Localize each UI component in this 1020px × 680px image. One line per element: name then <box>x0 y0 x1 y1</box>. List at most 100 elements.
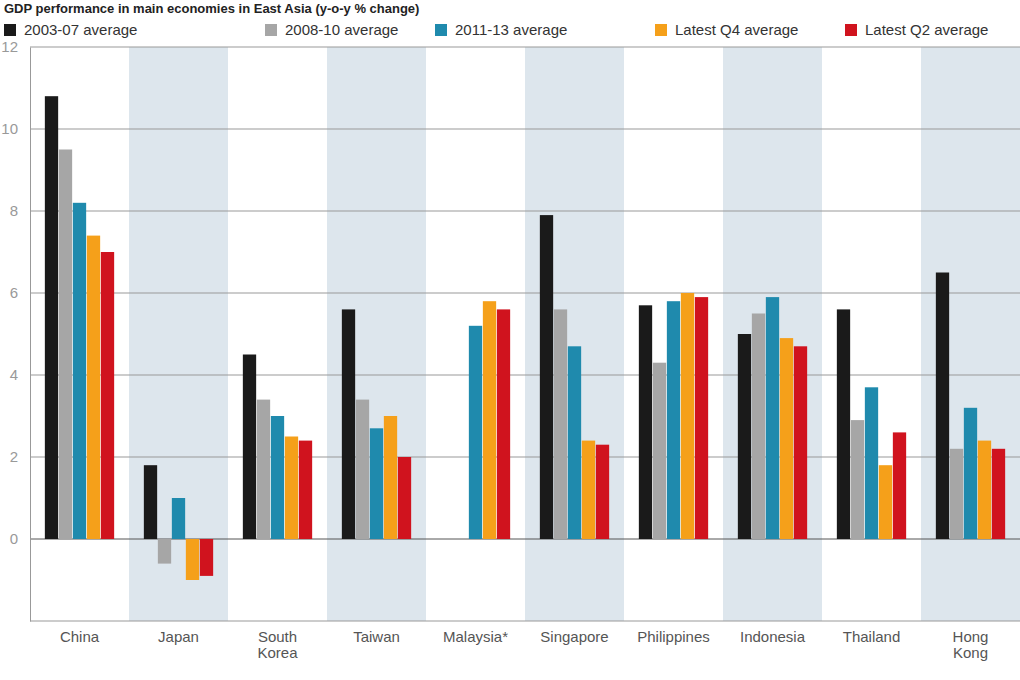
x-tick: China <box>60 621 100 645</box>
bar <box>200 539 213 576</box>
x-axis: China Japan SouthKorea Taiwan Malaysia* Singa… <box>31 621 1020 661</box>
frame-line <box>30 621 1020 622</box>
bar <box>144 465 157 539</box>
x-tick: HongKong <box>953 621 989 661</box>
band-shade <box>921 47 1020 621</box>
bar <box>582 441 595 539</box>
x-tick-label: Japan <box>158 628 199 645</box>
bar <box>73 203 86 539</box>
legend-label: 2003-07 average <box>24 21 137 38</box>
x-tick: Malaysia* <box>443 621 508 645</box>
y-tick: 0 <box>10 530 30 547</box>
y-tick-label: 6 <box>10 284 18 301</box>
bar <box>186 539 199 580</box>
band-shade <box>327 47 426 621</box>
band-shade <box>723 47 822 621</box>
band-shade <box>129 47 228 621</box>
bar <box>681 293 694 539</box>
bar <box>964 408 977 539</box>
bar <box>540 215 553 539</box>
y-axis-line <box>30 48 31 622</box>
plot: 024681012ChinaJapanSouthKoreaTaiwanMalay… <box>1 38 1020 661</box>
grid <box>30 47 1020 539</box>
band-shade <box>525 47 624 621</box>
y-tick: 4 <box>10 366 30 383</box>
bar <box>865 387 878 539</box>
x-tick: Singapore <box>540 621 608 645</box>
y-tick-label: 12 <box>1 38 18 55</box>
bar <box>243 355 256 540</box>
bar <box>766 297 779 539</box>
title: GDP performance in main economies in Eas… <box>4 1 419 16</box>
x-tick-label: Indonesia <box>740 628 806 645</box>
legend-label: Latest Q4 average <box>675 21 798 38</box>
bar <box>158 539 171 564</box>
bar <box>172 498 185 539</box>
bar <box>596 445 609 539</box>
bar <box>342 309 355 539</box>
bar <box>398 457 411 539</box>
legend-label: 2011-13 average <box>455 21 567 38</box>
y-tick: 6 <box>10 284 30 301</box>
legend-swatch <box>435 24 447 36</box>
legend-item: Latest Q2 average <box>845 21 988 38</box>
chart: GDP performance in main economies in Eas… <box>0 0 1020 680</box>
x-tick: Thailand <box>843 621 901 645</box>
bar <box>384 416 397 539</box>
grid-line <box>30 211 1020 212</box>
x-tick-label: Singapore <box>540 628 608 645</box>
bar <box>299 441 312 539</box>
legend: 2003-07 average 2008-10 average 2011-13 av… <box>4 21 988 38</box>
bar <box>667 301 680 539</box>
legend-swatch <box>655 24 667 36</box>
bar <box>87 236 100 539</box>
y-tick-label: 0 <box>10 530 18 547</box>
legend-item: Latest Q4 average <box>655 21 798 38</box>
legend-label: Latest Q2 average <box>865 21 988 38</box>
y-tick-label: 2 <box>10 448 18 465</box>
y-tick: 2 <box>10 448 30 465</box>
bar <box>356 400 369 539</box>
legend-swatch <box>845 24 857 36</box>
bar <box>45 96 58 539</box>
y-axis: 024681012 <box>1 38 30 621</box>
x-tick-label: Thailand <box>843 628 901 645</box>
bar <box>271 416 284 539</box>
bar <box>978 441 991 539</box>
bar <box>469 326 482 539</box>
legend-label: 2008-10 average <box>285 21 398 38</box>
x-tick: Japan <box>158 621 199 645</box>
bar <box>936 273 949 540</box>
bar <box>639 305 652 539</box>
bars <box>45 96 1005 580</box>
grid-line <box>30 375 1020 376</box>
bar <box>101 252 114 539</box>
bar <box>950 449 963 539</box>
x-tick: SouthKorea <box>257 621 298 661</box>
x-tick-label: Malaysia* <box>443 628 508 645</box>
grid-line <box>30 293 1020 294</box>
bar <box>370 428 383 539</box>
bar <box>554 309 567 539</box>
y-tick: 12 <box>1 38 30 55</box>
x-tick-label: Taiwan <box>353 628 400 645</box>
legend-swatch <box>4 24 16 36</box>
bar <box>285 437 298 540</box>
bar <box>780 338 793 539</box>
bar <box>794 346 807 539</box>
bar <box>738 334 751 539</box>
x-tick-label: HongKong <box>953 628 989 662</box>
x-tick: Taiwan <box>353 621 400 645</box>
x-tick: Philippines <box>637 621 710 645</box>
x-axis-line <box>31 621 1020 622</box>
bar <box>653 363 666 539</box>
grid-line <box>30 129 1020 130</box>
bar <box>893 432 906 539</box>
bar <box>568 346 581 539</box>
legend-item: 2003-07 average <box>4 21 137 38</box>
bar <box>695 297 708 539</box>
x-tick-label: Philippines <box>637 628 710 645</box>
legend-swatch <box>265 24 277 36</box>
legend-item: 2011-13 average <box>435 21 567 38</box>
y-tick-label: 4 <box>10 366 18 383</box>
